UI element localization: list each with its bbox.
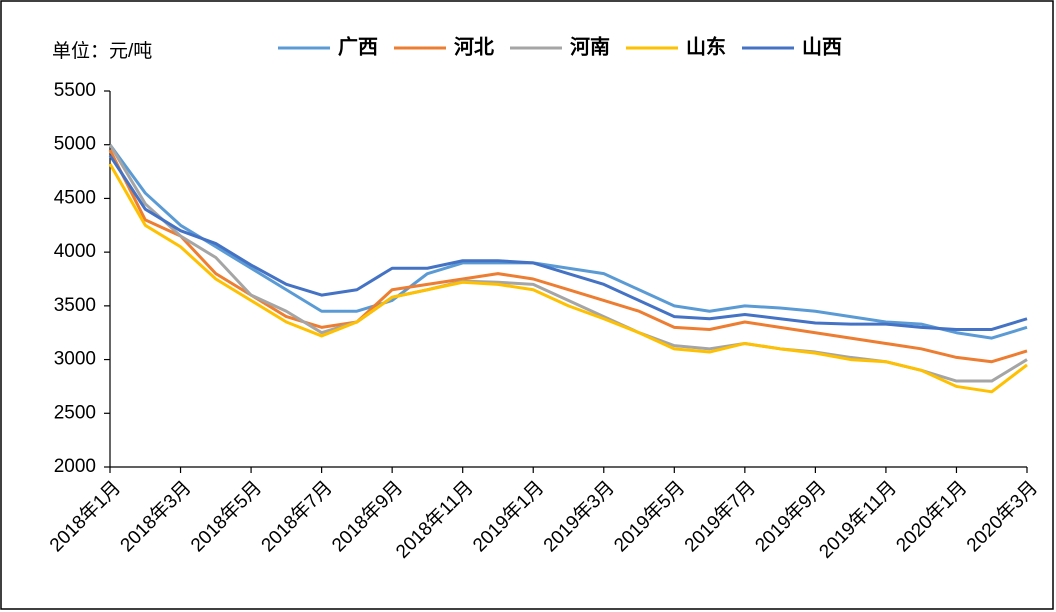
- y-tick-label: 4500: [54, 187, 96, 208]
- legend-label: 山东: [686, 34, 726, 58]
- y-tick-label: 3500: [54, 295, 96, 316]
- series-line: [108, 163, 1028, 394]
- series-line: [108, 149, 1028, 364]
- unit-label: 单位：元/吨: [52, 40, 152, 62]
- legend-label: 山西: [802, 35, 842, 58]
- y-tick-label: 4000: [54, 241, 96, 262]
- y-tick-label: 2500: [54, 402, 96, 423]
- y-tick-label: 5000: [54, 134, 96, 155]
- y-tick-label: 5500: [54, 80, 96, 101]
- y-tick-label: 2000: [54, 456, 96, 477]
- y-tick-label: 3000: [54, 349, 96, 370]
- legend-label: 广西: [338, 34, 378, 58]
- series-line: [108, 143, 1028, 340]
- legend-label: 河南: [570, 35, 610, 58]
- legend-label: 河北: [454, 35, 494, 58]
- series-line: [108, 154, 1028, 331]
